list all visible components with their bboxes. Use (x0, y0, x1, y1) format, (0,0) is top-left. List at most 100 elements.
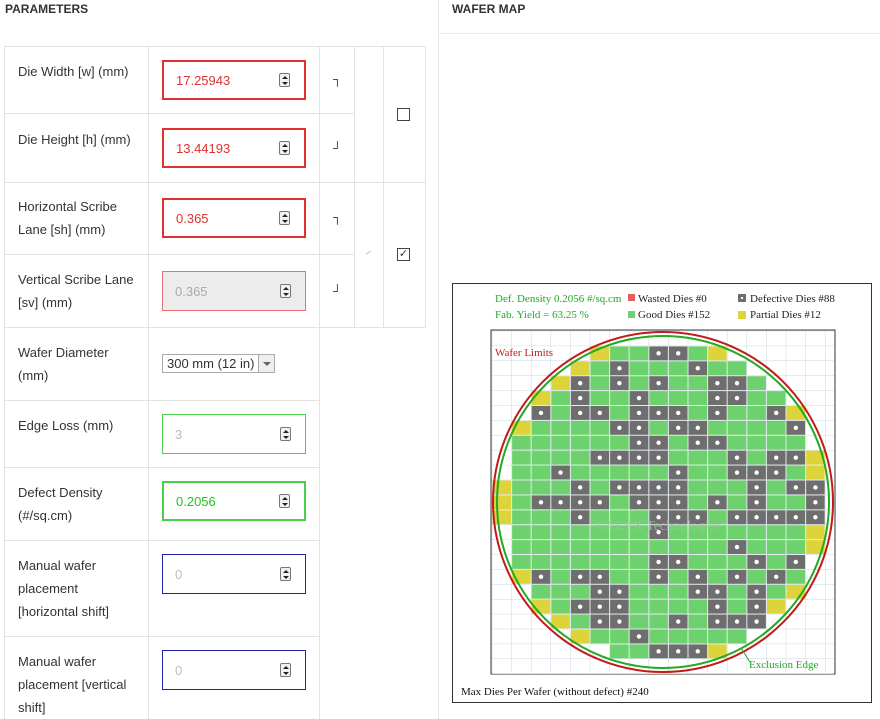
good-die (590, 629, 610, 644)
good-die (766, 391, 786, 405)
manual-h-input[interactable]: 0 (162, 554, 306, 594)
defect-dot (617, 485, 622, 490)
defect-dot (754, 589, 759, 594)
wafer-diameter-select[interactable]: 300 mm (12 in) (162, 354, 276, 373)
partial-die (806, 450, 825, 465)
good-die (570, 555, 590, 569)
good-die (708, 555, 727, 569)
good-die (610, 525, 629, 540)
defect-dot (597, 574, 602, 580)
defect-dot (656, 351, 661, 356)
spinner-icon[interactable] (280, 427, 291, 441)
defect-dot (636, 485, 642, 490)
good-die (512, 435, 531, 450)
good-die (747, 391, 766, 405)
defect-dot (597, 619, 602, 624)
defect-dot (754, 559, 759, 565)
good-die (551, 599, 570, 614)
good-die (766, 480, 786, 495)
good-die (649, 540, 668, 554)
def-density-text: Def. Density 0.2056 #/sq.cm (495, 293, 622, 305)
good-die (570, 435, 590, 450)
good-die (531, 450, 551, 465)
label-cell (4, 182, 149, 255)
exclusion-edge-label: Exclusion Edge (749, 659, 818, 671)
edge-loss-input[interactable]: 3 (162, 414, 306, 454)
defect-dot (558, 500, 563, 505)
good-die (512, 510, 531, 525)
good-die (668, 525, 688, 540)
good-die (590, 540, 610, 554)
good-die (668, 599, 688, 614)
good-die (512, 525, 531, 540)
manual-v-placeholder: 0 (175, 662, 183, 678)
good-die (766, 420, 786, 435)
good-die (610, 465, 629, 480)
scribe-lock-checkbox[interactable]: ✓ (397, 248, 410, 261)
defect-dot (617, 604, 622, 609)
die-lock-checkbox[interactable] (397, 108, 410, 121)
defect-dot (636, 634, 642, 639)
good-die (570, 614, 590, 629)
defect-dot (636, 395, 642, 401)
good-die (649, 629, 668, 644)
partial-die (708, 644, 727, 659)
exclusion-pointer (740, 647, 751, 663)
spinner-icon[interactable] (280, 567, 291, 581)
die-height-input[interactable]: 13.44193 (162, 128, 306, 168)
good-die (708, 525, 727, 540)
defect-dot (754, 485, 759, 490)
spinner-icon[interactable] (280, 663, 291, 677)
good-die (531, 540, 551, 554)
spinner-icon[interactable] (279, 494, 290, 508)
good-die (531, 420, 551, 435)
good-die (610, 435, 629, 450)
die-grid (492, 346, 825, 659)
good-die (551, 510, 570, 525)
h-scribe-input[interactable]: 0.365 (162, 198, 306, 238)
defect-dot (813, 515, 818, 520)
spinner-icon[interactable] (279, 73, 290, 87)
defect-dot (715, 619, 720, 624)
good-die (786, 495, 806, 510)
grid-lines (491, 330, 834, 674)
good-die (531, 510, 551, 525)
good-die (708, 510, 727, 525)
die-width-input[interactable]: 17.25943 (162, 60, 306, 100)
defect-dot (754, 515, 759, 520)
good-die (688, 614, 708, 629)
good-die (649, 614, 668, 629)
partial-die (492, 495, 512, 510)
defect-dot (597, 604, 602, 609)
defect-density-input[interactable]: 0.2056 (162, 481, 306, 521)
defect-dot (538, 410, 544, 416)
defect-dot (774, 455, 779, 460)
good-die (727, 525, 747, 540)
good-die (668, 361, 688, 376)
partial-legend-swatch (738, 311, 746, 319)
good-die (747, 569, 766, 584)
defect-dot (715, 500, 720, 505)
defect-dot (636, 440, 642, 445)
defect-dot (636, 455, 642, 460)
defect-dot (813, 485, 818, 490)
good-die (766, 584, 786, 599)
good-die (629, 510, 649, 525)
max-dies-text: Max Dies Per Wafer (without defect) #240 (461, 686, 649, 698)
good-die (786, 525, 806, 540)
defect-dot (656, 559, 661, 565)
defect-dot (656, 649, 661, 654)
spinner-icon[interactable] (279, 141, 290, 155)
v-scribe-input: 0.365 (162, 271, 306, 311)
defect-density-label: Defect Density (#/sq.cm) (18, 485, 103, 523)
header-divider (438, 33, 880, 34)
manual-v-input[interactable]: 0 (162, 650, 306, 690)
good-die (590, 391, 610, 405)
good-die (629, 599, 649, 614)
spinner-icon[interactable] (279, 211, 290, 225)
good-die (590, 465, 610, 480)
good-die (727, 555, 747, 569)
good-die (649, 584, 668, 599)
good-die (708, 569, 727, 584)
defect-dot (715, 604, 720, 609)
